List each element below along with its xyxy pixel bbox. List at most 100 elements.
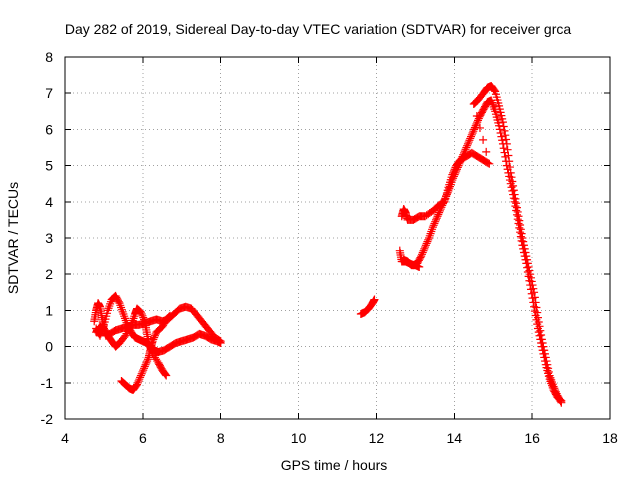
data-point [482,147,491,156]
data-point [467,132,476,141]
data-point [527,277,536,286]
data-point [134,376,143,385]
data-point [537,335,546,344]
data-point [499,122,508,131]
data-point [505,157,514,166]
x-tick-label: 8 [217,430,225,446]
data-point [150,333,159,342]
data-point [533,313,542,322]
data-point [514,212,523,221]
x-tick-label: 14 [446,430,462,446]
data-point [498,136,507,145]
data-point [484,159,493,168]
data-point [430,219,439,228]
data-point [415,262,424,271]
data-point [449,167,458,176]
data-point [433,212,442,221]
y-tick-label: 0 [45,339,53,355]
data-point [502,139,511,148]
y-tick-label: 3 [45,230,53,246]
data-point [421,243,430,252]
data-point [136,373,145,382]
data-point [135,375,144,384]
data-point [133,380,142,389]
data-points-layer [90,81,566,407]
data-point [506,168,515,177]
data-point [140,362,149,371]
data-point [485,159,494,168]
data-point [143,355,152,364]
data-point [136,371,145,380]
data-point [508,177,517,186]
data-point [137,310,146,319]
data-point [431,215,440,224]
data-point [422,239,431,248]
y-axis-label: SDTVAR / TECUs [5,182,21,294]
data-point [505,163,514,172]
data-point [475,123,484,132]
data-point [529,284,538,293]
data-point [531,298,540,307]
data-point [550,384,559,393]
data-point [524,262,533,271]
data-point [509,181,518,190]
data-point [449,168,458,177]
data-point [150,331,159,340]
data-point [133,378,142,387]
data-point [539,342,548,351]
data-point [512,203,521,212]
data-point [137,369,146,378]
data-point [513,207,522,216]
data-point [551,387,560,396]
data-point [500,126,509,135]
y-tick-label: 7 [45,85,53,101]
data-point [522,252,531,261]
data-point [504,151,513,160]
data-point [419,246,428,255]
data-point [466,134,475,143]
data-point [370,295,379,304]
data-point [148,337,157,346]
grid-layer [65,57,610,419]
data-point [474,116,483,125]
data-point [138,311,147,320]
y-tick-label: -1 [41,375,54,391]
data-point [471,121,480,130]
data-point [139,313,148,322]
data-point [450,165,459,174]
data-point [557,398,566,407]
data-point [542,357,551,366]
data-point [516,220,525,229]
data-point [541,353,550,362]
data-point [533,308,542,317]
data-point [526,270,535,279]
data-point [534,317,543,326]
data-point [540,346,549,355]
data-point [165,312,174,321]
data-point [526,273,535,282]
y-tick-label: -2 [41,411,54,427]
data-point [164,313,173,322]
data-point [463,139,472,148]
x-tick-label: 4 [61,430,69,446]
data-point [509,194,518,203]
y-tick-label: 8 [45,49,53,65]
data-point [515,216,524,225]
data-point [507,173,516,182]
data-point [420,244,429,253]
data-point [511,194,520,203]
data-point [138,367,147,376]
data-point [216,338,225,347]
data-point [428,223,437,232]
data-point [503,145,512,154]
data-point [521,248,530,257]
data-point [421,241,430,250]
x-axis-label: GPS time / hours [281,457,388,473]
data-point [528,281,537,290]
y-tick-label: 1 [45,302,53,318]
data-point [479,135,488,144]
data-point [472,119,481,128]
data-point [538,338,547,347]
data-point [512,199,521,208]
